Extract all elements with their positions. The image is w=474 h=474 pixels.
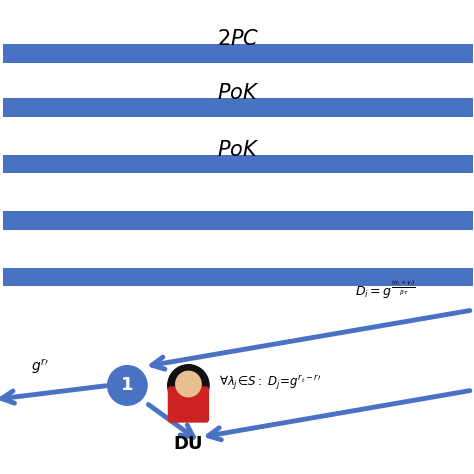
Bar [3,44,473,63]
Text: DU: DU [173,435,203,453]
Text: $D_i = g^{\frac{(\alpha_i+\gamma_i)}{\beta\tau}}$: $D_i = g^{\frac{(\alpha_i+\gamma_i)}{\be… [355,278,416,301]
Text: $g^{r\prime}$: $g^{r\prime}$ [31,357,49,376]
Text: $PoK$: $PoK$ [217,83,259,103]
Circle shape [108,365,147,405]
Bar [3,211,473,230]
Bar [3,98,473,117]
Text: $\forall\lambda_j\!\in\!S{:}\ D_j\!=\!g^{r_t-r\prime}$: $\forall\lambda_j\!\in\!S{:}\ D_j\!=\!g^… [219,374,321,392]
Bar [3,268,473,286]
Text: $PoK$: $PoK$ [217,140,259,160]
FancyBboxPatch shape [168,386,209,423]
Bar [3,155,473,173]
Text: $2PC$: $2PC$ [217,29,259,49]
Circle shape [168,365,209,406]
Text: 1: 1 [121,376,134,394]
Circle shape [176,371,201,397]
